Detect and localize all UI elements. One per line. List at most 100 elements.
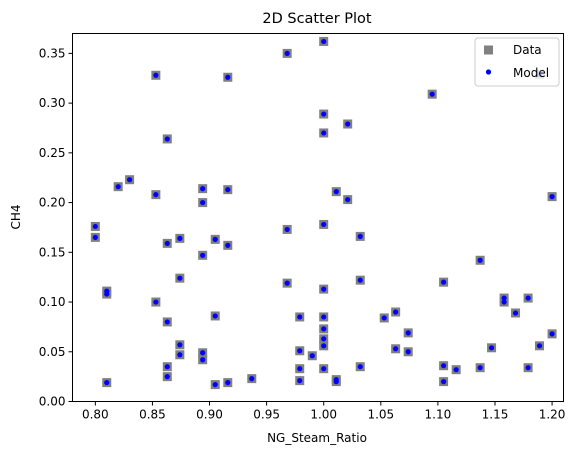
model-point <box>115 184 121 190</box>
model-point <box>321 343 327 349</box>
y-tick-label: 0.05 <box>39 345 66 359</box>
model-point <box>525 365 531 371</box>
model-point <box>249 376 255 382</box>
model-point <box>536 343 543 349</box>
model-point <box>212 381 218 388</box>
model-point <box>212 236 218 242</box>
model-point <box>441 379 447 385</box>
model-point <box>549 194 555 200</box>
model-point <box>549 331 555 337</box>
model-point <box>321 366 327 372</box>
model-point <box>321 326 327 332</box>
model-point <box>104 380 110 386</box>
y-tick-label: 0.30 <box>39 96 66 110</box>
x-tick-label: 1.00 <box>310 408 337 422</box>
model-point <box>441 363 447 369</box>
model-point <box>164 364 170 370</box>
x-tick-label: 1.10 <box>425 408 452 422</box>
x-tick-label: 0.85 <box>139 408 166 422</box>
model-point <box>429 91 435 97</box>
legend-box <box>474 37 560 87</box>
x-axis-label: NG_Steam_Ratio <box>267 431 367 445</box>
model-point <box>92 234 98 240</box>
x-tick-label: 0.95 <box>253 408 280 422</box>
model-point <box>393 346 399 352</box>
model-point <box>488 345 495 351</box>
y-tick-label: 0.00 <box>39 395 66 409</box>
model-point <box>321 336 327 342</box>
model-point <box>393 309 399 315</box>
model-point <box>153 192 159 198</box>
model-point <box>321 221 327 228</box>
model-point <box>177 235 183 241</box>
model-point <box>200 186 206 192</box>
model-point <box>477 365 483 371</box>
plot-marks <box>90 36 557 390</box>
model-point <box>357 277 363 283</box>
chart-title: 2D Scatter Plot <box>262 11 372 27</box>
y-tick-label: 0.10 <box>39 295 66 309</box>
model-point <box>345 121 351 127</box>
model-point <box>345 196 351 203</box>
legend: Data Model <box>474 37 560 87</box>
model-point <box>177 352 183 358</box>
model-point <box>405 349 411 355</box>
model-point <box>321 130 327 136</box>
model-point <box>104 291 110 297</box>
x-tick-label: 1.15 <box>482 408 509 422</box>
model-point <box>357 364 363 370</box>
x-tick-label: 1.05 <box>367 408 394 422</box>
model-point <box>153 299 159 305</box>
model-point <box>297 378 303 384</box>
x-tick-label: 0.80 <box>82 408 109 422</box>
model-point <box>309 353 315 359</box>
model-point <box>512 310 519 316</box>
legend-marker-data <box>484 45 493 55</box>
model-point <box>177 342 183 348</box>
legend-marker-model <box>485 69 492 75</box>
model-point <box>225 380 231 386</box>
model-point <box>321 111 327 117</box>
y-tick-label: 0.20 <box>39 196 66 210</box>
x-tick-label: 1.20 <box>539 408 566 422</box>
model-point <box>200 350 206 356</box>
model-point <box>321 38 327 45</box>
y-tick-label: 0.15 <box>39 245 66 259</box>
model-point <box>333 189 339 195</box>
model-point <box>200 199 206 206</box>
model-point <box>200 357 206 363</box>
model-point <box>92 223 98 230</box>
model-point <box>200 252 206 258</box>
model-point <box>284 280 290 286</box>
model-point <box>225 242 231 248</box>
model-point <box>525 295 531 301</box>
model-point <box>284 50 290 56</box>
model-point <box>357 233 363 239</box>
model-point <box>453 367 459 373</box>
model-point <box>477 257 483 263</box>
model-point <box>297 314 303 320</box>
legend-label-model: Model <box>513 66 549 80</box>
model-point <box>177 275 183 281</box>
x-tick-label: 0.90 <box>196 408 223 422</box>
model-point <box>501 299 507 305</box>
y-tick-label: 0.35 <box>39 46 66 60</box>
model-point <box>333 379 339 385</box>
model-point <box>381 315 387 321</box>
y-tick-label: 0.25 <box>39 146 66 160</box>
model-point <box>164 319 170 325</box>
model-point <box>225 74 231 80</box>
plot-frame <box>72 33 564 402</box>
model-point <box>297 348 303 354</box>
model-point <box>225 187 231 193</box>
model-point <box>164 240 170 246</box>
model-point <box>164 374 170 380</box>
model-point <box>153 72 159 78</box>
model-point <box>212 313 218 319</box>
model-point <box>441 279 447 285</box>
model-point <box>284 226 290 233</box>
model-point <box>297 366 303 372</box>
y-axis-ticks: 0.00 0.05 0.10 0.15 0.20 0.25 0.30 0.35 <box>39 46 73 409</box>
x-axis-ticks: 0.80 0.85 0.90 0.95 1.00 1.05 1.10 1.15 1.20 <box>82 401 566 422</box>
